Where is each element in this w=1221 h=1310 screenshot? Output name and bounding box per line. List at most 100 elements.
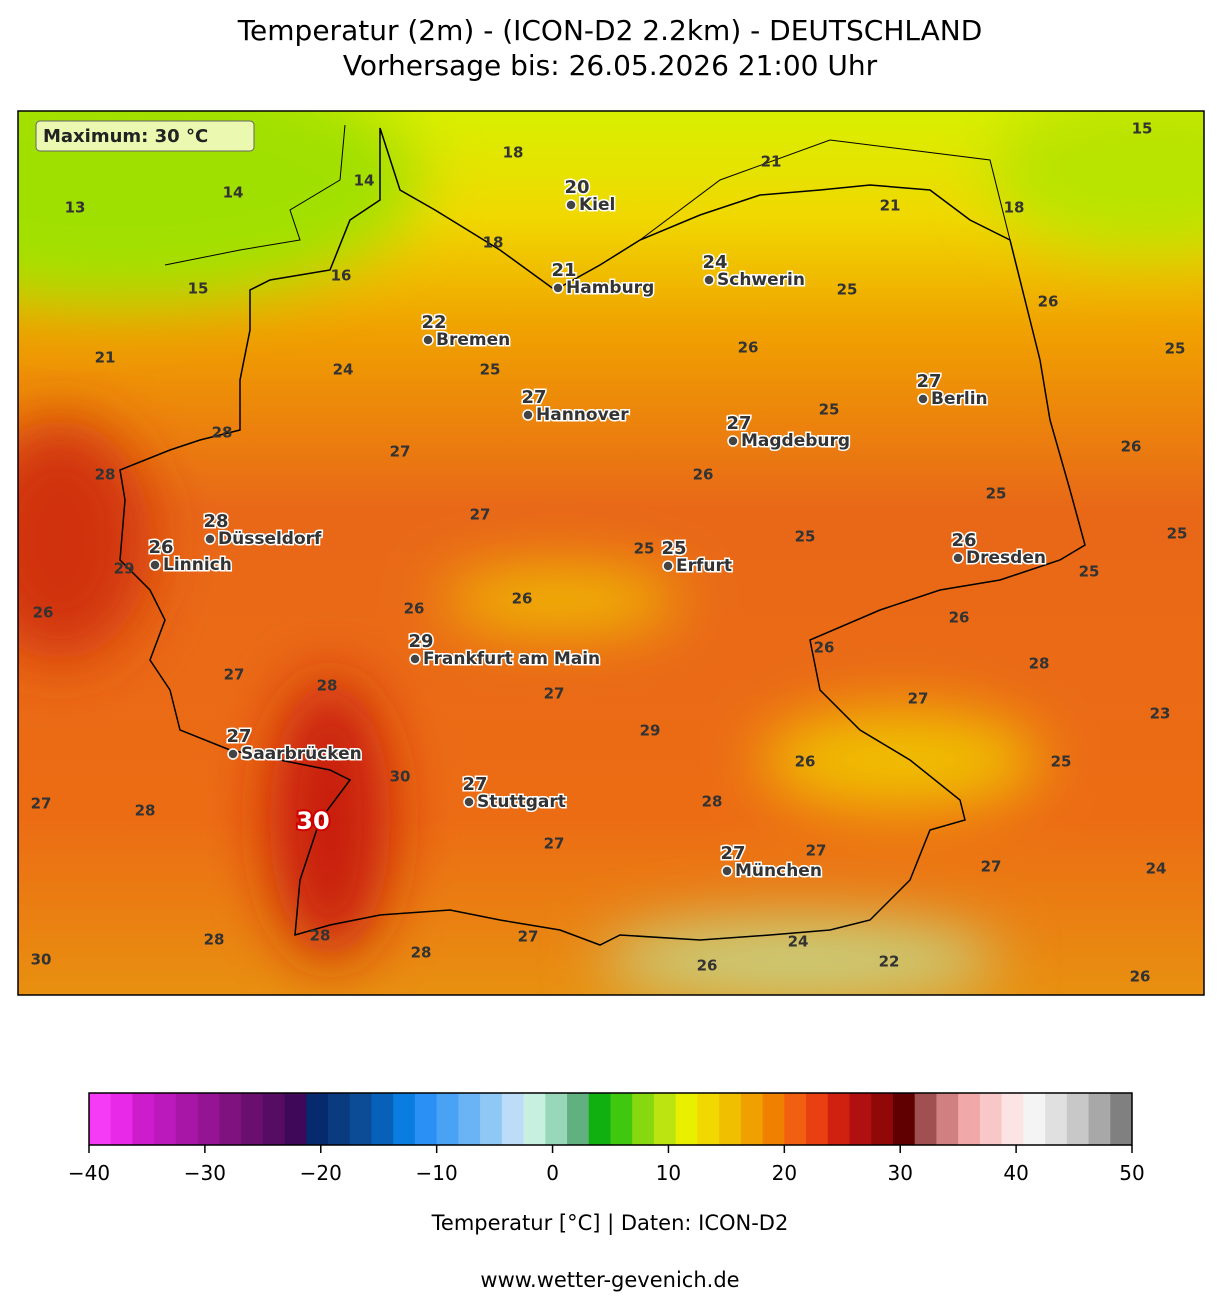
contour-label: 25 <box>1051 753 1072 771</box>
colorbar-segment <box>653 1093 677 1145</box>
colorbar-segment <box>979 1093 1003 1145</box>
city-name: Stuttgart <box>477 792 566 812</box>
contour-label: 27 <box>908 690 929 708</box>
city-dot <box>204 533 216 545</box>
colorbar-segment <box>1045 1093 1068 1145</box>
contour-label: 25 <box>1079 563 1100 581</box>
city-name: München <box>735 861 822 881</box>
contour-label: 22 <box>879 953 900 971</box>
city-dot <box>522 409 534 421</box>
city-name: Berlin <box>931 389 988 409</box>
subtitle: Vorhersage bis: 26.05.2026 21:00 Uhr <box>343 49 878 82</box>
contour-label: 28 <box>310 927 331 945</box>
colorbar-segment <box>306 1093 329 1145</box>
contour-label: 26 <box>738 339 759 357</box>
contour-label: 26 <box>949 609 970 627</box>
colorbar-segment <box>219 1093 242 1145</box>
colorbar: −40 −30 −20 −10 0 10 20 30 40 50 <box>68 1092 1145 1185</box>
contour-label: 28 <box>204 931 225 949</box>
contour-label: 24 <box>333 361 354 379</box>
contour-label: 26 <box>33 604 54 622</box>
city-name: Dresden <box>966 548 1046 568</box>
colorbar-tick-label: −30 <box>184 1161 226 1185</box>
maximum-box <box>35 120 255 152</box>
contour-label: 28 <box>317 677 338 695</box>
city-dot <box>917 393 929 405</box>
contour-label: 18 <box>1004 199 1025 217</box>
contour-label: 27 <box>544 685 565 703</box>
colorbar-tick-label: 10 <box>656 1161 681 1185</box>
contour-label: 26 <box>1130 968 1151 986</box>
city-temp: 27 <box>726 413 751 434</box>
city-temp: 25 <box>661 538 686 559</box>
city-dot <box>952 552 964 564</box>
colorbar-label: Temperatur [°C] | Daten: ICON-D2 <box>431 1211 789 1236</box>
city-dot <box>727 435 739 447</box>
colorbar-segment <box>480 1093 503 1145</box>
colorbar-segment <box>458 1093 481 1145</box>
maximum-label: Maximum: 30 °C <box>43 126 208 147</box>
colorbar-segment <box>871 1093 894 1145</box>
city-dot <box>565 199 577 211</box>
contour-label: 25 <box>480 361 501 379</box>
colorbar-tick-label: 50 <box>1119 1161 1144 1185</box>
colorbar-segment <box>414 1093 438 1145</box>
contour-label: 25 <box>986 485 1007 503</box>
city-temp: 27 <box>462 774 487 795</box>
contour-label: 13 <box>65 199 86 217</box>
colorbar-segment <box>914 1093 937 1145</box>
colorbar-segment <box>610 1093 633 1145</box>
contour-label: 27 <box>806 842 827 860</box>
colorbar-segment <box>371 1093 394 1145</box>
colorbar-segment <box>175 1093 199 1145</box>
contour-label: 21 <box>880 197 901 215</box>
city-name: Schwerin <box>717 270 805 290</box>
colorbar-segment <box>154 1093 177 1145</box>
colorbar-frame <box>88 1092 1133 1146</box>
contour-label: 26 <box>693 466 714 484</box>
contour-label: 15 <box>188 280 209 298</box>
colorbar-segment <box>328 1093 351 1145</box>
contour-label: 26 <box>1121 438 1142 456</box>
colorbar-tick-label: 30 <box>887 1161 912 1185</box>
city-dot <box>409 653 421 665</box>
colorbar-segment <box>567 1093 590 1145</box>
city-temp: 22 <box>421 312 446 333</box>
colorbar-tick-label: −40 <box>68 1161 110 1185</box>
city-temp: 29 <box>408 631 433 652</box>
contour-label: 26 <box>404 600 425 618</box>
colorbar-tick-label: −10 <box>416 1161 458 1185</box>
contour-label: 25 <box>1167 525 1188 543</box>
contour-label: 25 <box>634 540 655 558</box>
city-temp: 27 <box>226 726 251 747</box>
city-dot <box>662 560 674 572</box>
maximum-marker: 30 <box>296 807 329 835</box>
contour-label: 27 <box>518 928 539 946</box>
contour-label: 27 <box>390 443 411 461</box>
colorbar-segment <box>675 1093 698 1145</box>
map <box>18 111 1204 995</box>
colorbar-segment <box>545 1093 568 1145</box>
city-name: Magdeburg <box>741 431 850 451</box>
colorbar-segment <box>1066 1093 1090 1145</box>
city-name: Linnich <box>163 555 232 575</box>
contour-label: 27 <box>470 506 491 524</box>
colorbar-segment <box>436 1093 459 1145</box>
colorbar-segment <box>719 1093 742 1145</box>
colorbar-segment <box>784 1093 807 1145</box>
colorbar-segment <box>632 1093 655 1145</box>
contour-label: 29 <box>640 722 661 740</box>
colorbar-segment <box>393 1093 416 1145</box>
city-dot <box>422 334 434 346</box>
contour-label: 21 <box>95 349 116 367</box>
colorbar-tick-label: 20 <box>772 1161 797 1185</box>
city-name: Frankfurt am Main <box>423 649 600 669</box>
contour-label: 26 <box>697 957 718 975</box>
city-name: Kiel <box>579 195 615 215</box>
city-temp: 27 <box>521 387 546 408</box>
city-temp: 26 <box>951 530 976 551</box>
contour-label: 30 <box>31 951 52 969</box>
colorbar-segment <box>1110 1093 1133 1145</box>
colorbar-segment <box>523 1093 546 1145</box>
